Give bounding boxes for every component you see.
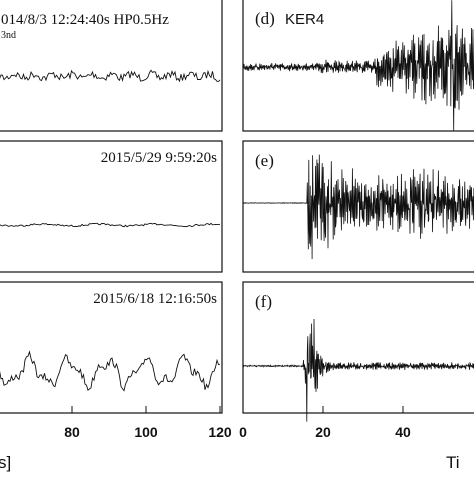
panel-a: 014/8/3 12:24:40s HP0.5Hz 3nd [0, 0, 223, 132]
panel-c-frame [0, 281, 223, 414]
panel-a-annotation: 014/8/3 12:24:40s HP0.5Hz [1, 12, 169, 28]
panel-f-frame [242, 281, 474, 414]
panel-c: 2015/6/18 12:16:50s 80 100 120 s] [0, 281, 232, 472]
panel-d-trace [242, 0, 474, 132]
panel-e-label: (e) [255, 151, 274, 170]
panel-a-trace [0, 69, 221, 83]
x-tick-label: 40 [395, 424, 411, 440]
panel-b: 2015/5/29 9:59:20s [0, 140, 223, 273]
panel-e-trace [242, 154, 474, 260]
panel-e-frame [242, 140, 474, 273]
panel-f: (f) 0 20 40 Ti [239, 281, 474, 472]
panel-d-label: (d) [255, 9, 275, 28]
panel-c-xlabel-fragment: s] [0, 453, 11, 472]
x-tick-label: 0 [239, 424, 247, 440]
panel-f-x-axis: 0 20 40 [239, 406, 411, 440]
panel-f-trace [242, 318, 474, 422]
panel-b-frame [0, 140, 223, 273]
panel-f-label: (f) [255, 292, 272, 311]
panel-f-xlabel-fragment: Ti [446, 453, 460, 472]
panel-d: (d) KER4 [242, 0, 474, 132]
panel-c-trace [0, 350, 221, 392]
x-tick-label: 100 [134, 424, 158, 440]
panel-b-trace [0, 222, 221, 228]
panel-d-frame [242, 0, 474, 132]
panel-d-station: KER4 [285, 11, 324, 28]
x-tick-label: 80 [64, 424, 80, 440]
panel-b-annotation: 2015/5/29 9:59:20s [101, 150, 217, 166]
panel-c-x-axis: 80 100 120 [64, 406, 232, 440]
x-tick-label: 20 [315, 424, 331, 440]
panel-c-annotation: 2015/6/18 12:16:50s [93, 291, 217, 307]
x-tick-label: 120 [208, 424, 232, 440]
panel-e: (e) [242, 140, 474, 273]
panel-a-frame [0, 0, 223, 132]
panel-a-subnote: 3nd [1, 30, 16, 41]
